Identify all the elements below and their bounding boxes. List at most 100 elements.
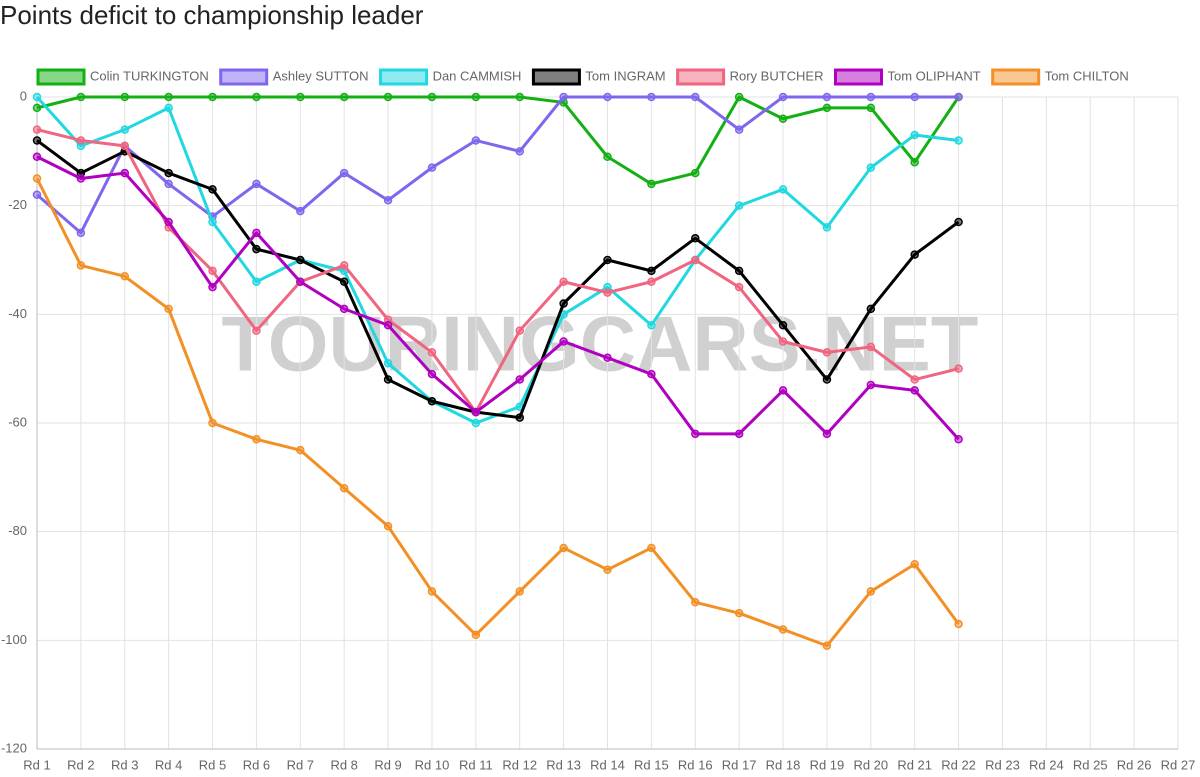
point — [339, 261, 349, 270]
legend-swatch — [36, 68, 86, 86]
point — [647, 266, 656, 276]
point — [427, 163, 437, 172]
x-tick-label: Rd 12 — [502, 757, 537, 772]
point — [252, 244, 261, 254]
legend-label: Rory BUTCHER — [730, 68, 824, 83]
point — [208, 92, 217, 102]
point — [603, 92, 612, 102]
point — [296, 277, 305, 286]
point — [471, 136, 481, 145]
point — [164, 179, 173, 189]
point — [734, 125, 744, 134]
point — [734, 282, 744, 292]
x-tick-label: Rd 8 — [330, 757, 357, 772]
x-tick-label: Rd 18 — [766, 757, 801, 772]
point — [954, 136, 963, 145]
point — [120, 168, 130, 178]
point — [954, 92, 963, 102]
x-tick-label: Rd 15 — [634, 757, 669, 772]
point — [471, 407, 481, 417]
point — [427, 587, 437, 596]
point — [471, 92, 481, 102]
x-tick-label: Rd 17 — [722, 757, 757, 772]
watermark: TOURINGCARS.NET — [222, 300, 979, 388]
legend-label: Colin TURKINGTON — [90, 68, 209, 83]
point — [427, 348, 437, 357]
point — [515, 375, 524, 384]
point — [910, 375, 919, 384]
series-line — [36, 155, 960, 441]
x-tick-label: Rd 22 — [941, 757, 976, 772]
point — [910, 92, 919, 102]
point — [866, 92, 876, 102]
x-tick-label: Rd 3 — [111, 757, 138, 772]
point — [120, 92, 130, 102]
point — [296, 255, 305, 265]
point — [910, 250, 919, 259]
y-tick-label: -40 — [8, 306, 27, 321]
legend-swatch — [379, 68, 429, 86]
point — [208, 266, 217, 276]
point — [559, 543, 568, 553]
x-tick-label: Rd 16 — [678, 757, 713, 772]
point — [603, 565, 612, 574]
point — [164, 168, 173, 178]
series-line — [36, 139, 960, 420]
point — [32, 190, 42, 200]
series-line — [36, 95, 959, 235]
legend-label: Ashley SUTTON — [273, 68, 369, 83]
point — [383, 375, 393, 384]
point — [339, 92, 349, 102]
point — [647, 277, 656, 286]
point — [471, 418, 481, 428]
x-tick-label: Rd 20 — [853, 757, 888, 772]
series-line — [35, 177, 960, 648]
point — [866, 342, 876, 352]
point — [32, 152, 42, 162]
point — [954, 435, 963, 444]
point — [383, 320, 393, 330]
point — [120, 272, 130, 281]
point — [647, 543, 656, 553]
point — [76, 261, 86, 270]
point — [164, 217, 173, 227]
point — [691, 92, 700, 102]
point — [252, 228, 261, 238]
point — [120, 125, 130, 134]
x-tick-label: Rd 14 — [590, 757, 625, 772]
x-tick-label: Rd 26 — [1117, 757, 1152, 772]
legend-swatch — [991, 68, 1041, 86]
point — [76, 174, 86, 183]
point — [208, 185, 217, 194]
x-tick-label: Rd 6 — [243, 757, 270, 772]
point — [32, 92, 42, 102]
point — [32, 103, 42, 113]
point — [164, 92, 173, 102]
point — [734, 266, 744, 276]
point — [822, 348, 832, 357]
point — [515, 147, 524, 156]
point — [647, 92, 656, 102]
point — [910, 130, 919, 140]
point — [252, 435, 261, 444]
point — [76, 228, 86, 238]
x-tick-label: Rd 27 — [1161, 757, 1196, 772]
x-tick-label: Rd 13 — [546, 757, 581, 772]
point — [822, 223, 832, 232]
x-tick-label: Rd 11 — [459, 757, 493, 772]
series-line — [36, 128, 959, 414]
point — [32, 174, 42, 183]
point — [252, 277, 261, 286]
point — [559, 337, 568, 346]
point — [208, 418, 217, 428]
point — [647, 320, 656, 330]
legend-swatch — [676, 68, 726, 86]
point — [603, 353, 612, 363]
point — [910, 386, 919, 395]
point — [515, 92, 524, 102]
point — [866, 163, 876, 172]
point — [339, 483, 349, 493]
point — [691, 168, 700, 178]
point — [296, 92, 305, 102]
point — [252, 326, 261, 335]
